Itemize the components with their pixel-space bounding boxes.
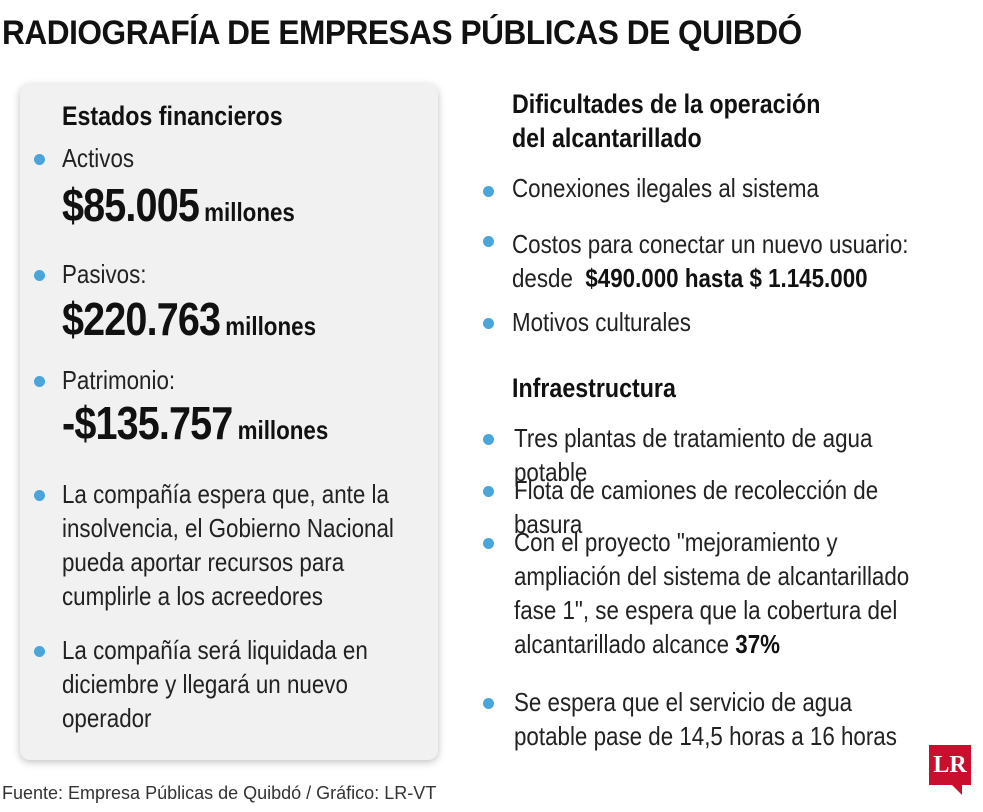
project-coverage-line: alcantarillado alcance 37%: [514, 627, 909, 661]
activos-value: $85.005 millones: [62, 178, 295, 232]
sewer-item-cultural: Motivos culturales: [512, 307, 691, 337]
project-line: Con el proyecto "mejoramiento y: [514, 527, 838, 557]
note-line: La compañía espera que, ante la: [62, 479, 389, 509]
pasivos-value: $220.763 millones: [62, 292, 316, 346]
water-line: potable pase de 14,5 horas a 16 horas: [514, 721, 897, 751]
sewer-item-costs: Costos para conectar un nuevo usuario: d…: [512, 227, 909, 295]
note-line: La compañía será liquidada en: [62, 635, 368, 665]
bullet-icon: [34, 490, 45, 501]
financial-heading: Estados financieros: [62, 101, 283, 131]
note-line: operador: [62, 703, 152, 733]
note-line: insolvencia, el Gobierno Nacional: [62, 513, 394, 543]
cost-prefix: desde: [512, 263, 573, 293]
heading-line: del alcantarillado: [512, 123, 702, 153]
infra-item-project: Con el proyecto "mejoramiento y ampliaci…: [514, 525, 909, 661]
pasivos-unit: millones: [225, 311, 317, 341]
water-line: Se espera que el servicio de agua: [514, 687, 853, 717]
bullet-icon: [483, 486, 494, 497]
bullet-icon: [483, 186, 494, 197]
financial-card: [20, 84, 438, 760]
infra-item-plants: Tres plantas de tratamiento de agua pota…: [514, 423, 873, 487]
sewer-item-illegal: Conexiones ilegales al sistema: [512, 173, 819, 203]
bullet-icon: [34, 270, 45, 281]
pasivos-amount: $220.763: [62, 293, 221, 345]
lr-logo-tail: [952, 785, 962, 795]
infra-item-trucks: Flota de camiones de recolección de basu…: [514, 475, 879, 539]
bullet-icon: [34, 376, 45, 387]
pasivos-label: Pasivos:: [62, 259, 147, 289]
bullet-icon: [483, 318, 494, 329]
patrimonio-unit: millones: [237, 415, 329, 445]
note-line: pueda aportar recursos para: [62, 547, 345, 577]
project-line: fase 1", se espera que la cobertura del: [514, 595, 898, 625]
bullet-icon: [483, 538, 494, 549]
patrimonio-amount: -$135.757: [62, 397, 233, 449]
heading-line: Dificultades de la operación: [512, 89, 821, 119]
coverage-prefix: alcantarillado alcance: [514, 629, 730, 659]
infrastructure-heading: Infraestructura: [512, 373, 676, 403]
lr-logo: LR: [929, 745, 971, 785]
bullet-icon: [483, 236, 494, 247]
infra-item-water: Se espera que el servicio de agua potabl…: [514, 685, 897, 753]
cost-range-line: desde $490.000 hasta $ 1.145.000: [512, 261, 909, 295]
activos-label: Activos: [62, 143, 135, 173]
activos-unit: millones: [204, 197, 295, 227]
bullet-icon: [34, 154, 45, 165]
bullet-icon: [483, 434, 494, 445]
cost-range: $490.000 hasta $ 1.145.000: [585, 263, 868, 293]
infographic-title: RADIOGRAFÍA DE EMPRESAS PÚBLICAS DE QUIB…: [2, 14, 802, 52]
patrimonio-value: -$135.757 millones: [62, 396, 328, 450]
cost-line: Costos para conectar un nuevo usuario:: [512, 229, 909, 259]
coverage-percent: 37%: [735, 629, 781, 659]
bullet-icon: [34, 646, 45, 657]
source-footer: Fuente: Empresa Públicas de Quibdó / Grá…: [2, 783, 437, 803]
liquidation-note: La compañía será liquidada en diciembre …: [62, 633, 368, 735]
activos-amount: $85.005: [62, 179, 200, 231]
patrimonio-label: Patrimonio:: [62, 365, 176, 395]
bullet-icon: [483, 698, 494, 709]
insolvency-note: La compañía espera que, ante la insolven…: [62, 477, 394, 613]
sewer-heading: Dificultades de la operación del alcanta…: [512, 87, 820, 155]
project-line: ampliación del sistema de alcantarillado: [514, 561, 910, 591]
note-line: cumplirle a los acreedores: [62, 581, 323, 611]
note-line: diciembre y llegará un nuevo: [62, 669, 348, 699]
